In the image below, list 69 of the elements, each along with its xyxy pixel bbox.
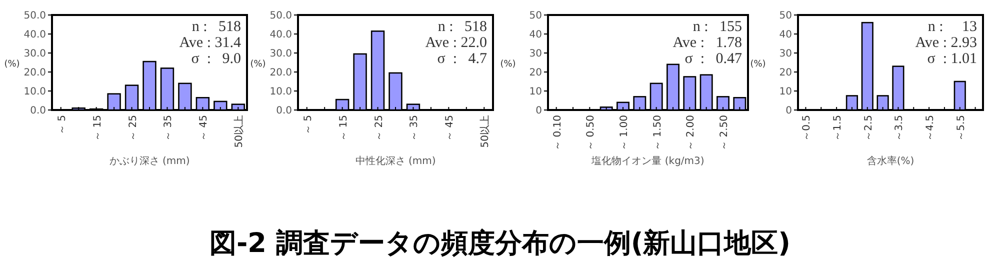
y-tick-label: 20 [529,68,542,78]
y-tick-label: 30.0 [270,48,292,60]
annotation: Ave : 1.78 [672,35,742,51]
y-axis-title: (%) [750,60,766,70]
y-axis-title: (%) [250,60,266,70]
x-tick-label: 50以上 [233,115,246,148]
annotation: σ : 0.47 [684,51,742,67]
y-tick-label: 0.0 [276,106,292,116]
y-tick-label: 10.0 [24,86,46,98]
annotation: n : 518 [192,19,241,35]
x-tick-label: ～ 0.50 [586,115,597,150]
y-tick-label: 40 [779,30,792,40]
y-axis-title: (%) [500,60,516,70]
y-tick-label: 30 [529,48,542,60]
y-axis-title: (%) [4,60,20,70]
x-tick-label: ～ 2.00 [686,115,697,150]
annotation: n : 155 [692,19,742,35]
x-tick-label: 50以上 [479,115,492,148]
y-tick-label: 0 [786,106,792,116]
y-tick-label: 20.0 [270,68,292,78]
y-tick-label: 10 [529,86,542,98]
x-tick-label: ～ 25 [128,115,139,141]
x-tick-label: ～0.5 [802,115,813,141]
annotation: Ave : 2.93 [915,35,977,51]
y-tick-label: 50.0 [24,10,46,22]
y-tick-label: 40.0 [270,30,292,40]
annotation: σ : 4.7 [437,51,488,67]
x-tick-label: ～ 45 [198,115,210,141]
x-tick-label: ～2.5 [863,115,874,141]
x-tick-label: ～ 1.00 [619,115,630,150]
x-tick-label: ～3.5 [894,115,906,141]
x-tick-label: ～ 15 [92,115,104,141]
y-tick-label: 50.0 [270,10,292,22]
y-tick-label: 0.0 [30,106,46,116]
y-tick-label: 50 [779,10,792,22]
text: 図-2 調査データの頻度分布の一例(新山口地区) [209,228,791,259]
x-tick-label: ～ 5 [302,115,314,135]
y-tick-label: 40 [529,30,542,40]
x-axis-title: 中性化深さ (mm) [355,155,436,167]
annotation: n : 518 [438,19,487,35]
y-tick-label: 40.0 [24,30,46,40]
x-axis-title: かぶり深さ (mm) [109,155,190,167]
x-tick-label: ～4.5 [925,115,936,141]
y-tick-label: 30.0 [24,48,46,60]
x-tick-label: ～ 35 [409,115,420,141]
y-tick-label: 30 [779,48,792,60]
x-axis-title: 塩化物イオン量 (kg/m3) [590,155,704,167]
y-tick-label: 20.0 [24,68,46,78]
x-tick-label: ～ 5 [56,115,68,135]
x-tick-label: ～ 2.50 [719,115,730,150]
y-tick-label: 10.0 [270,86,292,98]
x-tick-label: ～ 0.10 [552,115,564,150]
x-tick-label: ～1.5 [832,115,844,141]
annotation: σ : 1.01 [927,51,977,67]
x-axis-title: 含水率(%) [866,155,914,167]
annotation: n : 13 [928,19,977,35]
y-tick-label: 20 [779,68,792,78]
y-tick-label: 50 [529,10,542,22]
x-tick-label: ～ 1.50 [652,115,664,150]
y-tick-label: 10 [779,86,792,98]
annotation: σ : 9.0 [191,51,241,67]
x-tick-label: ～ 45 [444,115,456,141]
annotation: Ave : 22.0 [425,35,487,51]
x-tick-label: ～ 35 [163,115,174,141]
y-tick-label: 0 [536,106,542,116]
x-tick-label: ～ 15 [338,115,350,141]
x-tick-label: ～ 25 [374,115,385,141]
annotation: Ave : 31.4 [179,35,242,51]
x-tick-label: ～5.5 [956,115,967,141]
